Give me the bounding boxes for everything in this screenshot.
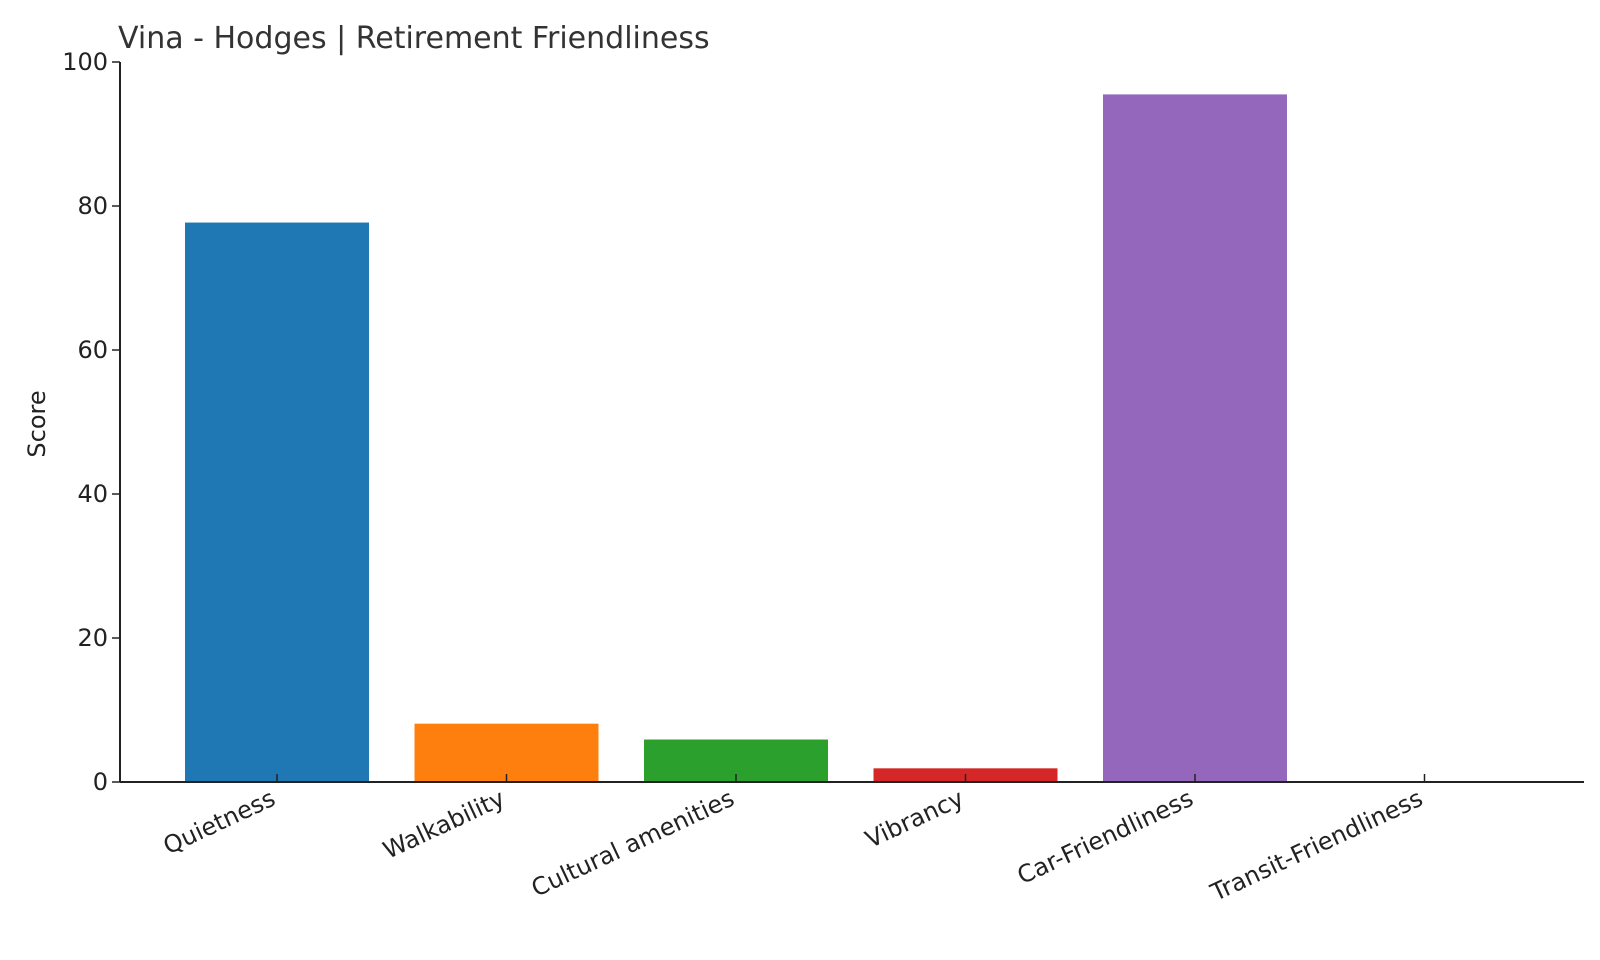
bars-group xyxy=(185,94,1287,782)
y-axis-ticks: 0 20 40 60 80 100 xyxy=(62,48,120,796)
chart-title: Vina - Hodges | Retirement Friendliness xyxy=(118,21,710,56)
y-tick-label: 100 xyxy=(62,48,108,76)
x-tick-label: Walkability xyxy=(379,784,509,865)
x-tick-label: Cultural amenities xyxy=(527,784,738,902)
bar-quietness xyxy=(185,222,369,782)
bar-car-friendliness xyxy=(1103,94,1287,782)
x-tick-label: Transit-Friendliness xyxy=(1206,784,1427,907)
y-axis-label: Score xyxy=(23,390,51,457)
x-axis-ticks: Quietness Walkability Cultural amenities Vi… xyxy=(159,774,1427,907)
x-tick-label: Quietness xyxy=(159,784,280,860)
bar-walkability xyxy=(414,723,599,782)
x-tick-label: Vibrancy xyxy=(861,784,968,854)
y-tick-label: 40 xyxy=(77,480,108,508)
y-tick-label: 60 xyxy=(77,336,108,364)
y-tick-label: 20 xyxy=(77,624,108,652)
y-tick-label: 80 xyxy=(77,192,108,220)
x-tick-label: Car-Friendliness xyxy=(1013,784,1198,890)
y-tick-label: 0 xyxy=(93,768,108,796)
